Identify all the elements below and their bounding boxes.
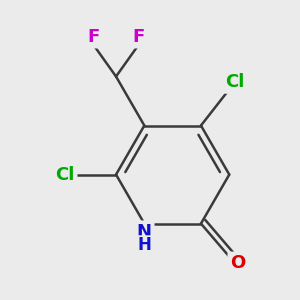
Text: N: N: [137, 223, 152, 241]
Text: H: H: [137, 236, 151, 254]
Text: Cl: Cl: [225, 73, 244, 91]
Text: O: O: [230, 254, 245, 272]
Text: F: F: [87, 28, 100, 46]
Text: F: F: [133, 28, 145, 46]
Text: Cl: Cl: [56, 166, 75, 184]
